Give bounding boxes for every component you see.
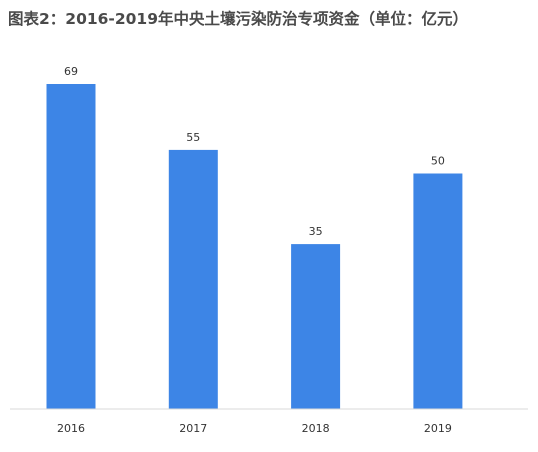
x-tick-label-2018: 2018	[302, 422, 330, 435]
chart-title: 图表2：2016-2019年中央土壤污染防治专项资金（单位：亿元）	[8, 10, 468, 28]
x-tick-label-2016: 2016	[57, 422, 85, 435]
data-label-2018: 35	[309, 225, 323, 238]
x-tick-label-2019: 2019	[424, 422, 452, 435]
bar-2019	[413, 173, 463, 409]
labels-layer: 69 2016 55 2017 35 2018 50 2019	[57, 65, 452, 435]
data-label-2019: 50	[431, 155, 445, 168]
data-label-2017: 55	[186, 131, 200, 144]
bar-2018	[291, 244, 341, 409]
x-tick-label-2017: 2017	[179, 422, 207, 435]
bars-layer	[46, 84, 463, 409]
data-label-2016: 69	[64, 65, 78, 78]
bar-2017	[168, 149, 218, 409]
bar-2016	[46, 84, 96, 409]
